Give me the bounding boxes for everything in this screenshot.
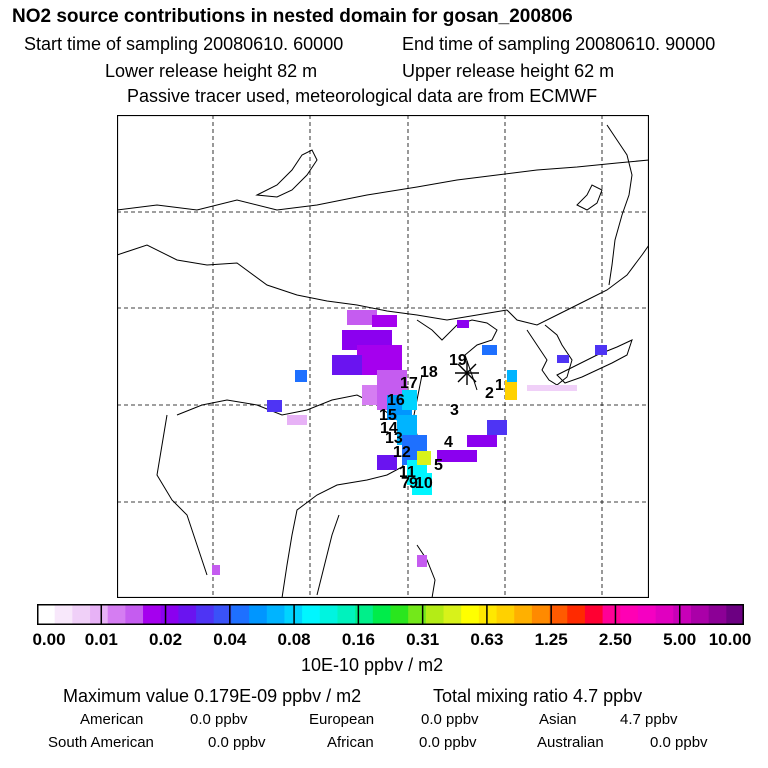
trajectory-label: 17 [400, 375, 418, 392]
colorbar-segment [160, 604, 179, 625]
trajectory-label: 9 [409, 475, 418, 492]
american-value: 0.0 ppbv [190, 711, 248, 728]
release-lower: Lower release height 82 m [105, 61, 318, 81]
colorbar-segment [107, 604, 126, 625]
colorbar-segment [90, 604, 109, 625]
colorbar-segment [72, 604, 91, 625]
trajectory-label: 16 [387, 392, 405, 409]
trajectory-label: 15 [379, 407, 397, 424]
south-american-label: South American [48, 734, 154, 751]
colorbar-segment [637, 604, 657, 625]
australian-value: 0.0 ppbv [650, 734, 708, 751]
colorbar-segment [708, 604, 727, 625]
colorbar-tick-label: 0.31 [406, 630, 440, 649]
colorbar-segment [425, 604, 445, 625]
colorbar-segment [620, 604, 639, 625]
colorbar-segment [690, 604, 710, 625]
african-value: 0.0 ppbv [419, 734, 477, 751]
colorbar-segment [178, 604, 197, 625]
trajectory-label: 2 [485, 385, 494, 402]
colorbar-segment [302, 604, 321, 625]
colorbar-tick-label: 0.63 [470, 630, 504, 649]
colorbar-segment [266, 604, 285, 625]
colorbar-segment [514, 604, 533, 625]
trajectory-label: 14 [380, 420, 398, 437]
colorbar-segment [319, 604, 338, 625]
colorbar-segment [496, 604, 515, 625]
sampling-start: Start time of sampling 20080610. 60000 [24, 34, 344, 54]
australian-label: Australian [537, 734, 604, 751]
trajectory-label: 1 [495, 377, 504, 394]
colorbar-tick-label: 0.08 [277, 630, 311, 649]
colorbar-segment [125, 604, 144, 625]
european-value: 0.0 ppbv [421, 711, 479, 728]
colorbar-tick-label: 10.00 [708, 630, 752, 649]
colorbar-tick-labels: 0.00 0.01 0.02 0.04 0.08 0.16 0.31 0.63 1.25 2.50… [0, 630, 768, 652]
colorbar-segment [726, 604, 744, 625]
sampling-end: End time of sampling 20080610. 90000 [402, 34, 716, 54]
colorbar-segment [655, 604, 674, 625]
colorbar-segment [408, 604, 427, 625]
colorbar-segment [196, 604, 215, 625]
colorbar-frame [37, 604, 744, 625]
colorbar-segment [372, 604, 391, 625]
max-value: Maximum value 0.179E-09 ppbv / m2 [63, 686, 362, 706]
trajectory-label: 3 [450, 402, 459, 419]
colorbar-segment [37, 604, 56, 625]
colorbar-segment [390, 604, 409, 625]
asian-value: 4.7 ppbv [620, 711, 678, 728]
colorbar-tick-label: 0.00 [32, 630, 66, 649]
colorbar-unit: 10E-10 ppbv / m2 [301, 655, 444, 675]
total-mixing-ratio: Total mixing ratio 4.7 ppbv [433, 686, 643, 706]
colorbar-segment [461, 604, 480, 625]
receptor-marker [455, 361, 479, 385]
african-label: African [327, 734, 374, 751]
colorbar-tick-label: 2.50 [598, 630, 632, 649]
trajectory-label: 19 [449, 352, 467, 369]
colorbar-segment [355, 604, 374, 625]
colorbar-segment [337, 604, 356, 625]
colorbar-segment [478, 604, 498, 625]
colorbar-segment [673, 604, 692, 625]
trajectory-label: 12 [393, 444, 411, 461]
trajectory-label: 5 [434, 457, 443, 474]
colorbar-tick-label: 1.25 [534, 630, 568, 649]
colorbar-tick-label: 0.01 [84, 630, 118, 649]
colorbar-tick-label: 0.16 [341, 630, 375, 649]
trajectory-label: 4 [444, 434, 453, 451]
trajectory-label: 11 [399, 464, 416, 481]
trajectory-label: 10 [415, 475, 433, 492]
trajectory-label: 13 [385, 430, 403, 447]
trajectory-label: 7 [401, 475, 410, 492]
colorbar-segment [584, 604, 604, 625]
asian-label: Asian [539, 711, 577, 728]
release-upper: Upper release height 62 m [402, 61, 615, 81]
colorbar-segment [549, 604, 568, 625]
colorbar-segment [231, 604, 250, 625]
colorbar-segment [602, 604, 621, 625]
colorbar-segment [54, 604, 73, 625]
colorbar-tick-label: 0.02 [148, 630, 183, 649]
tracer-note: Passive tracer used, meteorological data… [127, 86, 598, 106]
colorbar-segment [143, 604, 162, 625]
south-american-value: 0.0 ppbv [208, 734, 266, 751]
colorbar [37, 604, 744, 625]
colorbar-segment [249, 604, 268, 625]
figure-title: NO2 source contributions in nested domai… [12, 6, 573, 27]
european-label: European [309, 711, 375, 728]
colorbar-segment [443, 604, 462, 625]
colorbar-tick-label: 0.04 [213, 630, 247, 649]
colorbar-segment [213, 604, 232, 625]
contribution-field [212, 310, 607, 575]
american-label: American [80, 711, 144, 728]
colorbar-segment [567, 604, 586, 625]
colorbar-segment [531, 604, 551, 625]
colorbar-tick-label: 5.00 [663, 630, 697, 649]
trajectory-label: 18 [420, 364, 438, 381]
